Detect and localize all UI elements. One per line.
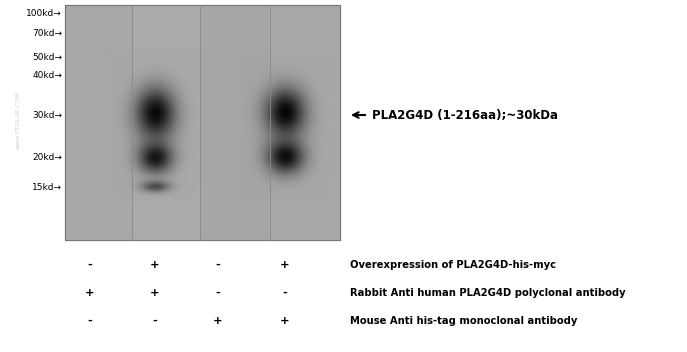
Text: -: -: [88, 316, 92, 326]
Text: -: -: [216, 288, 221, 298]
Bar: [270, 5, 340, 240]
Text: 20kd→: 20kd→: [32, 153, 62, 163]
Bar: [65, 5, 132, 240]
Text: -: -: [88, 260, 92, 270]
Text: -: -: [153, 316, 157, 326]
Bar: [65, 5, 340, 240]
Bar: [132, 5, 200, 240]
Text: +: +: [85, 288, 95, 298]
Text: -: -: [282, 288, 287, 298]
Text: 100kd→: 100kd→: [26, 10, 62, 19]
Bar: [200, 5, 270, 240]
Text: +: +: [280, 316, 290, 326]
Text: 50kd→: 50kd→: [32, 54, 62, 63]
Text: -: -: [216, 260, 221, 270]
Text: +: +: [150, 260, 160, 270]
Text: +: +: [280, 260, 290, 270]
Text: +: +: [150, 288, 160, 298]
Text: 70kd→: 70kd→: [32, 30, 62, 38]
Bar: [65, 5, 340, 240]
Text: PLA2G4D (1-216aa);~30kDa: PLA2G4D (1-216aa);~30kDa: [372, 108, 558, 121]
Text: +: +: [213, 316, 223, 326]
Text: 15kd→: 15kd→: [32, 183, 62, 193]
Text: 40kd→: 40kd→: [32, 70, 62, 80]
Text: Overexpression of PLA2G4D-his-myc: Overexpression of PLA2G4D-his-myc: [350, 260, 556, 270]
Text: 30kd→: 30kd→: [32, 111, 62, 119]
Text: Rabbit Anti human PLA2G4D polyclonal antibody: Rabbit Anti human PLA2G4D polyclonal ant…: [350, 288, 626, 298]
Text: Mouse Anti his-tag monoclonal antibody: Mouse Anti his-tag monoclonal antibody: [350, 316, 577, 326]
Text: www.PTGLAB.COM: www.PTGLAB.COM: [16, 91, 21, 149]
